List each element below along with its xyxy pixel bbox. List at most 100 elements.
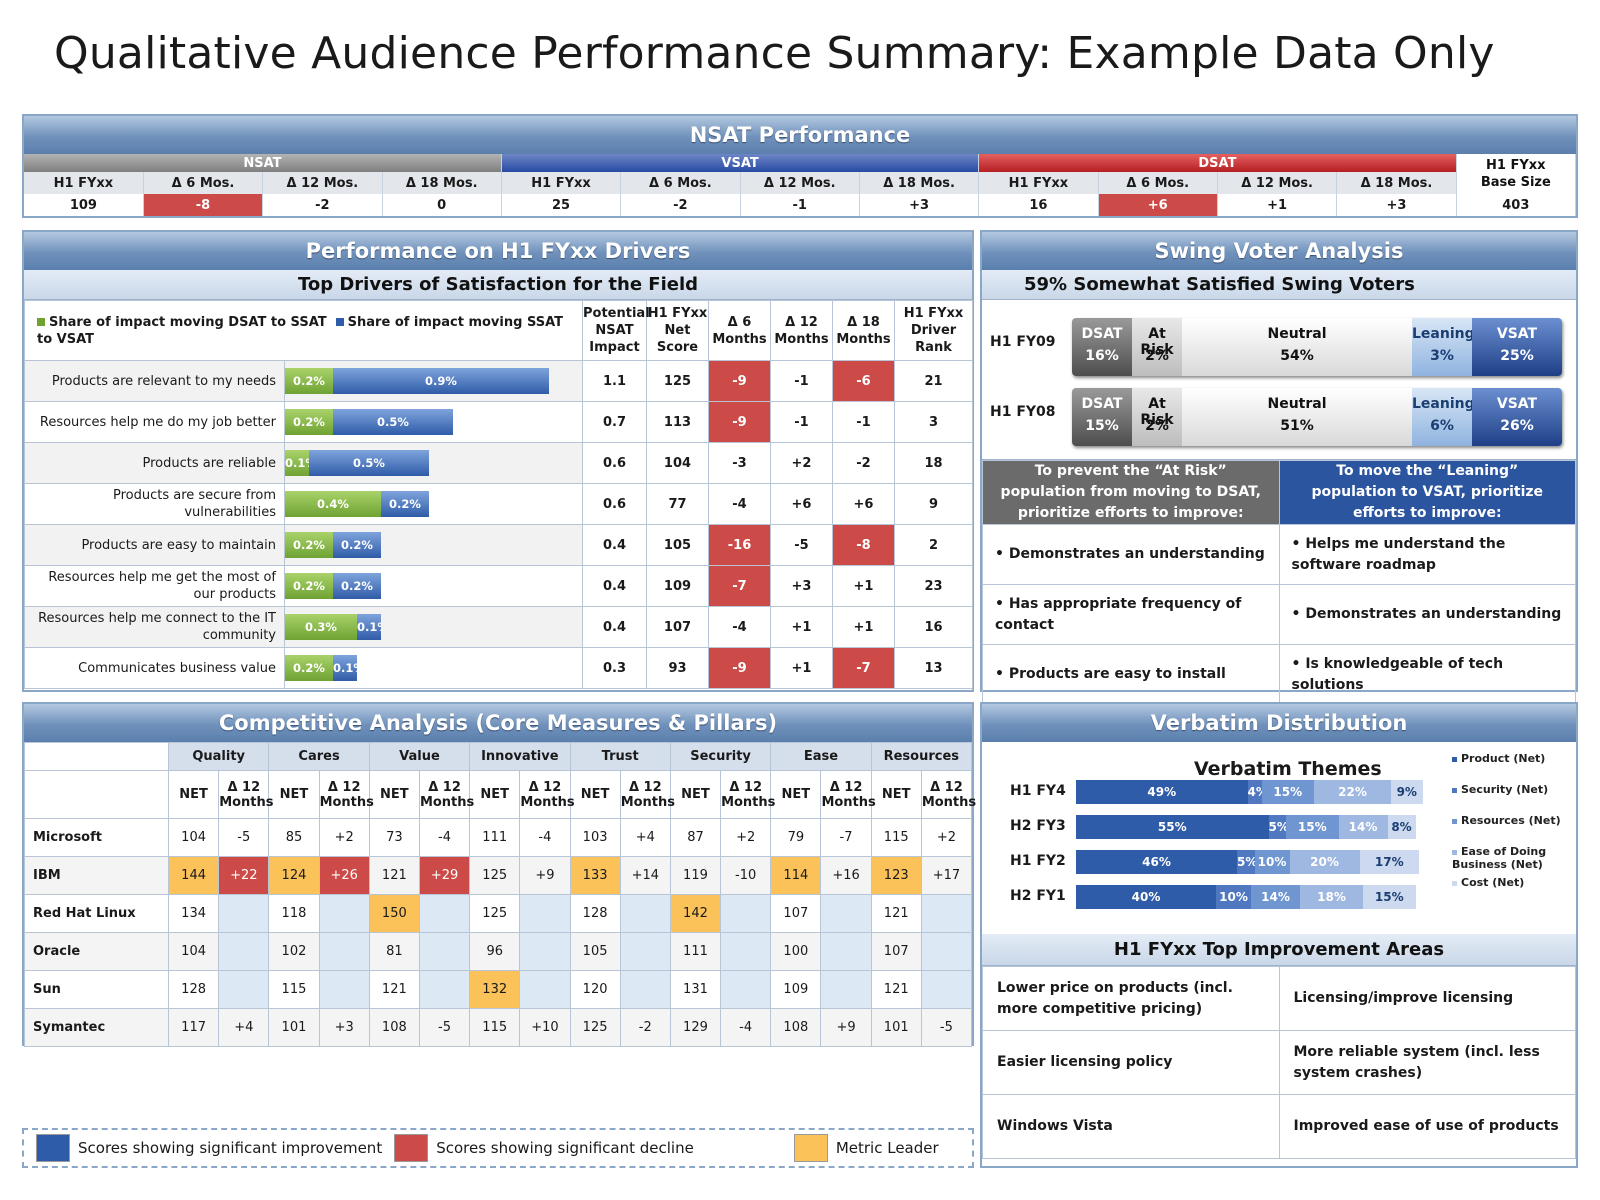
delta-6: -3 xyxy=(708,442,771,484)
verbatim-year: H1 FY2 xyxy=(1010,853,1066,869)
driver-rank: 9 xyxy=(894,483,973,525)
net-subheader: NET xyxy=(469,770,521,819)
col-driver-rank: H1 FYxx Driver Rank xyxy=(894,300,973,361)
col-delta-12: Δ 12 Months xyxy=(770,300,833,361)
delta-subheader: Δ 12 Months xyxy=(418,770,474,819)
swing-subheader: 59% Somewhat Satisfied Swing Voters xyxy=(982,270,1576,300)
col-delta-6: Δ 6 Months xyxy=(708,300,771,361)
driver-label: Products are reliable xyxy=(24,442,285,484)
net-score: 77 xyxy=(646,483,709,525)
delta-18: -1 xyxy=(832,401,895,443)
delta-12: -1 xyxy=(770,360,833,402)
nsat-value: 0 xyxy=(382,194,502,216)
swing-header: Swing Voter Analysis xyxy=(982,232,1576,270)
net-value: 123 xyxy=(870,856,922,895)
net-value: 125 xyxy=(469,894,521,933)
delta-value xyxy=(920,932,973,971)
delta-18: +6 xyxy=(832,483,895,525)
net-value: 132 xyxy=(469,970,521,1009)
segment-label: DSAT xyxy=(1081,396,1123,412)
net-value: 118 xyxy=(268,894,320,933)
improvement-areas-header: H1 FYxx Top Improvement Areas xyxy=(982,934,1576,966)
net-value: 119 xyxy=(669,856,722,895)
delta-value: +29 xyxy=(418,856,471,895)
delta-value: +2 xyxy=(920,818,973,857)
delta-18: +1 xyxy=(832,606,895,648)
leaning-heading: To move the “Leaning” population to VSAT… xyxy=(1278,460,1576,525)
vsat-group-label: VSAT xyxy=(501,154,980,172)
neutral-segment: Neutral 54% xyxy=(1182,318,1412,376)
driver-row: Products are secure from vulnerabilities… xyxy=(24,483,973,525)
driver-bar-cell: 0.2% 0.9% xyxy=(284,360,583,402)
net-value: 121 xyxy=(368,856,420,895)
nsat-header: NSAT Performance xyxy=(24,116,1576,154)
delta-value: +10 xyxy=(519,1008,571,1047)
col-delta-18: Δ 18 Months xyxy=(832,300,895,361)
driver-bar-cell: 0.2% 0.5% xyxy=(284,401,583,443)
net-value: 121 xyxy=(368,970,420,1009)
leaning-segment: Leaning 3% xyxy=(1412,318,1475,376)
net-value: 120 xyxy=(569,970,621,1009)
net-subheader: NET xyxy=(368,770,420,819)
driver-label: Resources help me get the most of our pr… xyxy=(24,565,285,607)
legend-swatch-icon xyxy=(1452,880,1457,886)
potential-impact: 0.4 xyxy=(582,606,647,648)
net-value: 121 xyxy=(870,970,922,1009)
driver-row: Products are easy to maintain 0.2% 0.2% 0.4… xyxy=(24,524,973,566)
verbatim-year: H2 FY3 xyxy=(1010,818,1066,834)
driver-bar: 0.2% 0.9% xyxy=(285,368,582,394)
driver-bar-cell: 0.2%0.1% xyxy=(284,647,583,689)
at-risk-segment: At Risk 2% xyxy=(1132,388,1182,446)
delta-18: -7 xyxy=(832,647,895,689)
delta-6: -4 xyxy=(708,606,771,648)
net-value: 108 xyxy=(770,1008,822,1047)
at-risk-item: • Demonstrates an understanding xyxy=(982,524,1280,585)
delta-value: -5 xyxy=(418,1008,471,1047)
pillar-header: Value xyxy=(368,742,471,771)
nsat-col-header: H1 FYxx xyxy=(501,172,622,194)
driver-bar-cell: 0.1%0.5% xyxy=(284,442,583,484)
ssat-to-vsat-bar: 0.2% xyxy=(333,573,381,599)
net-value: 96 xyxy=(469,932,521,971)
nsat-col-header: Δ 12 Mos. xyxy=(1217,172,1338,194)
driver-rank: 23 xyxy=(894,565,973,607)
net-value: 134 xyxy=(167,894,220,933)
delta-12: -1 xyxy=(770,401,833,443)
dsat-to-ssat-bar: 0.1% xyxy=(285,450,309,476)
pillar-header: Security xyxy=(669,742,772,771)
verbatim-legend-item: Resources (Net) xyxy=(1452,814,1564,827)
delta-value: -4 xyxy=(519,818,571,857)
segment-label: VSAT xyxy=(1496,396,1538,412)
dsat-segment: DSAT 16% xyxy=(1072,318,1132,376)
improve-swatch-icon xyxy=(36,1134,70,1162)
verbatim-header: Verbatim Distribution xyxy=(982,704,1576,742)
competitive-analysis-panel: Competitive Analysis (Core Measures & Pi… xyxy=(22,702,976,1047)
net-value: 104 xyxy=(167,932,220,971)
delta-12: -5 xyxy=(770,524,833,566)
verbatim-bar: 46%5%10%20%17% xyxy=(1076,850,1419,874)
segment-value: 3% xyxy=(1430,348,1454,364)
improvement-item: Lower price on products (incl. more comp… xyxy=(982,966,1280,1031)
delta-value xyxy=(920,894,973,933)
at-risk-heading: To prevent the “At Risk” population from… xyxy=(982,460,1280,525)
delta-6: -9 xyxy=(708,360,771,402)
competitive-header: Competitive Analysis (Core Measures & Pi… xyxy=(24,704,972,742)
dsat-to-ssat-bar: 0.2% xyxy=(285,409,333,435)
verbatim-segment: 15% xyxy=(1363,885,1416,909)
delta-value: -10 xyxy=(720,856,772,895)
net-value: 108 xyxy=(368,1008,420,1047)
competitor-row: Symantec 117 +4 101 +3 108 -5 115 +10 125 -2 129 -4 1… xyxy=(24,1008,973,1047)
delta-value xyxy=(318,894,370,933)
potential-impact: 0.4 xyxy=(582,524,647,566)
leaning-item: • Demonstrates an understanding xyxy=(1278,584,1576,645)
vsat-segment: VSAT 25% xyxy=(1472,318,1562,376)
delta-value xyxy=(318,970,370,1009)
delta-12: +1 xyxy=(770,606,833,648)
driver-rank: 13 xyxy=(894,647,973,689)
delta-value xyxy=(720,932,772,971)
verbatim-segment: 18% xyxy=(1300,885,1363,909)
legend-swatch-icon xyxy=(1452,849,1457,855)
verbatim-segment: 14% xyxy=(1338,815,1388,839)
driver-rank: 3 xyxy=(894,401,973,443)
segment-value: 25% xyxy=(1500,348,1534,364)
